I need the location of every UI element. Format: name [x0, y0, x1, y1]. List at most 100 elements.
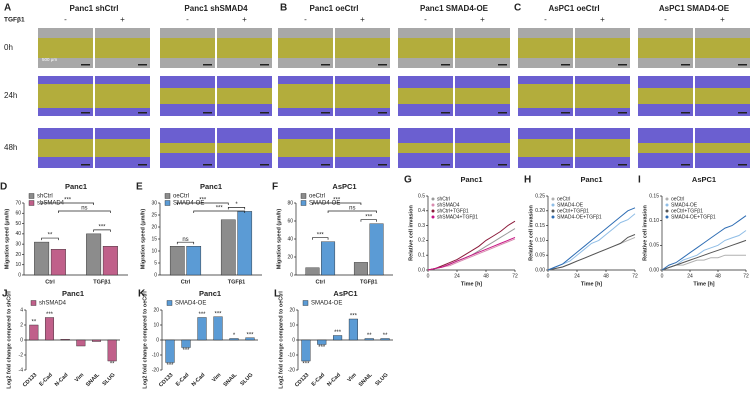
scale-bar [203, 64, 212, 66]
y-tick-label: -20 [152, 367, 159, 373]
sign: + [480, 15, 485, 24]
x-tick-label: TGFβ1 [93, 279, 110, 285]
scale-bar [203, 164, 212, 166]
significance-label: ** [367, 333, 372, 339]
x-tick-label: CD133 [294, 372, 310, 388]
scale-bar [441, 112, 450, 114]
y-axis-label: Migration speed (μm/h) [276, 209, 282, 270]
x-tick-label: SNAIL [85, 372, 101, 388]
legend-marker [665, 203, 669, 207]
scale-bar [498, 164, 507, 166]
y-tick-label: 5 [154, 260, 157, 266]
legend-marker [551, 215, 555, 219]
legend-label: oeCtrl [173, 194, 189, 200]
wound-gap [518, 38, 573, 58]
significance-label: ns [182, 237, 188, 243]
bar [229, 338, 239, 341]
scale-bar [321, 112, 330, 114]
scale-bar [138, 164, 147, 166]
x-tick-label: N-Cad [191, 372, 207, 388]
significance-bracket [360, 219, 377, 222]
legend-marker [551, 203, 555, 207]
bar [317, 339, 327, 345]
series-line [547, 234, 636, 271]
y-tick-label: 50 [15, 221, 21, 227]
y-axis-label: Log2 fold change compared to oeCtrl [278, 291, 284, 389]
bar [165, 339, 175, 363]
wound-gap [160, 38, 215, 58]
y-tick-label: -10 [288, 352, 295, 358]
bar [245, 337, 255, 341]
bar [380, 338, 390, 341]
y-tick-label: 0.05 [535, 253, 545, 259]
legend-label: SMAD4-OE+TGFβ1 [671, 214, 716, 220]
significance-bracket [193, 210, 246, 213]
legend-marker [551, 209, 555, 213]
wound-gap [398, 143, 453, 153]
wound-gap [455, 143, 510, 153]
significance-bracket [312, 237, 329, 240]
panel-letter: C [514, 3, 521, 14]
y-tick-label: -2 [19, 352, 24, 358]
y-tick-label: 10 [289, 322, 295, 328]
legend-label: shCtrl [37, 194, 53, 200]
x-tick-label: 48 [483, 273, 489, 279]
scale-bar [498, 64, 507, 66]
series-line [427, 220, 516, 271]
scale-bar [618, 164, 627, 166]
bar [348, 318, 358, 341]
sign: - [64, 15, 67, 24]
scale-bar [138, 112, 147, 114]
bar [364, 338, 374, 341]
legend-label: shSMAD4+TGFβ1 [437, 214, 478, 220]
panel-letter: E [136, 182, 143, 193]
significance-label: *** [246, 332, 254, 338]
significance-label: *** [98, 224, 106, 230]
wound-gap [217, 88, 272, 104]
legend-label: oeCtrl [671, 196, 684, 202]
legend-swatch [302, 300, 309, 306]
y-tick-label: 0 [154, 272, 157, 278]
panel-letter: A [4, 3, 11, 14]
sign: - [186, 15, 189, 24]
chart-title: AsPC1 [333, 289, 357, 298]
legend-swatch [300, 193, 307, 199]
scale-bar [681, 64, 690, 66]
y-tick-label: -10 [152, 352, 159, 358]
significance-bracket [312, 202, 362, 205]
y-tick-label: 0.10 [649, 218, 659, 224]
chart-title: Panc1 [200, 182, 222, 191]
wound-gap [278, 139, 333, 157]
wound-gap [455, 88, 510, 104]
legend-swatch [30, 300, 37, 306]
bar [333, 335, 343, 341]
significance-label: ** [31, 320, 36, 326]
wound-gap [398, 38, 453, 58]
wound-gap [575, 139, 630, 157]
x-axis-label: Time [h] [693, 281, 714, 287]
legend-label: SMAD4-OE [309, 201, 340, 207]
y-tick-label: 20 [151, 224, 157, 230]
wound-gap [38, 139, 93, 157]
panel-letter: L [274, 289, 280, 300]
wound-gap [695, 88, 750, 104]
sign: - [544, 15, 547, 24]
significance-label: *** [64, 198, 72, 204]
wound-gap [217, 38, 272, 58]
chart-title: Panc1 [460, 175, 482, 184]
series-line [661, 239, 747, 271]
y-tick-label: 20 [287, 254, 293, 260]
chart-title: Panc1 [580, 175, 602, 184]
wound-gap [638, 88, 693, 104]
x-tick-label: Vim [347, 372, 358, 383]
y-tick-label: 0.00 [649, 267, 659, 273]
scale-bar [561, 112, 570, 114]
significance-bracket [58, 210, 111, 213]
column-header: Panc1 oeCtrl [310, 4, 359, 13]
y-tick-label: 0.15 [649, 193, 659, 199]
legend-marker [431, 203, 435, 207]
significance-label: *** [46, 312, 54, 318]
legend-marker [431, 209, 435, 213]
y-tick-label: 0 [18, 272, 21, 278]
scale-bar [203, 112, 212, 114]
